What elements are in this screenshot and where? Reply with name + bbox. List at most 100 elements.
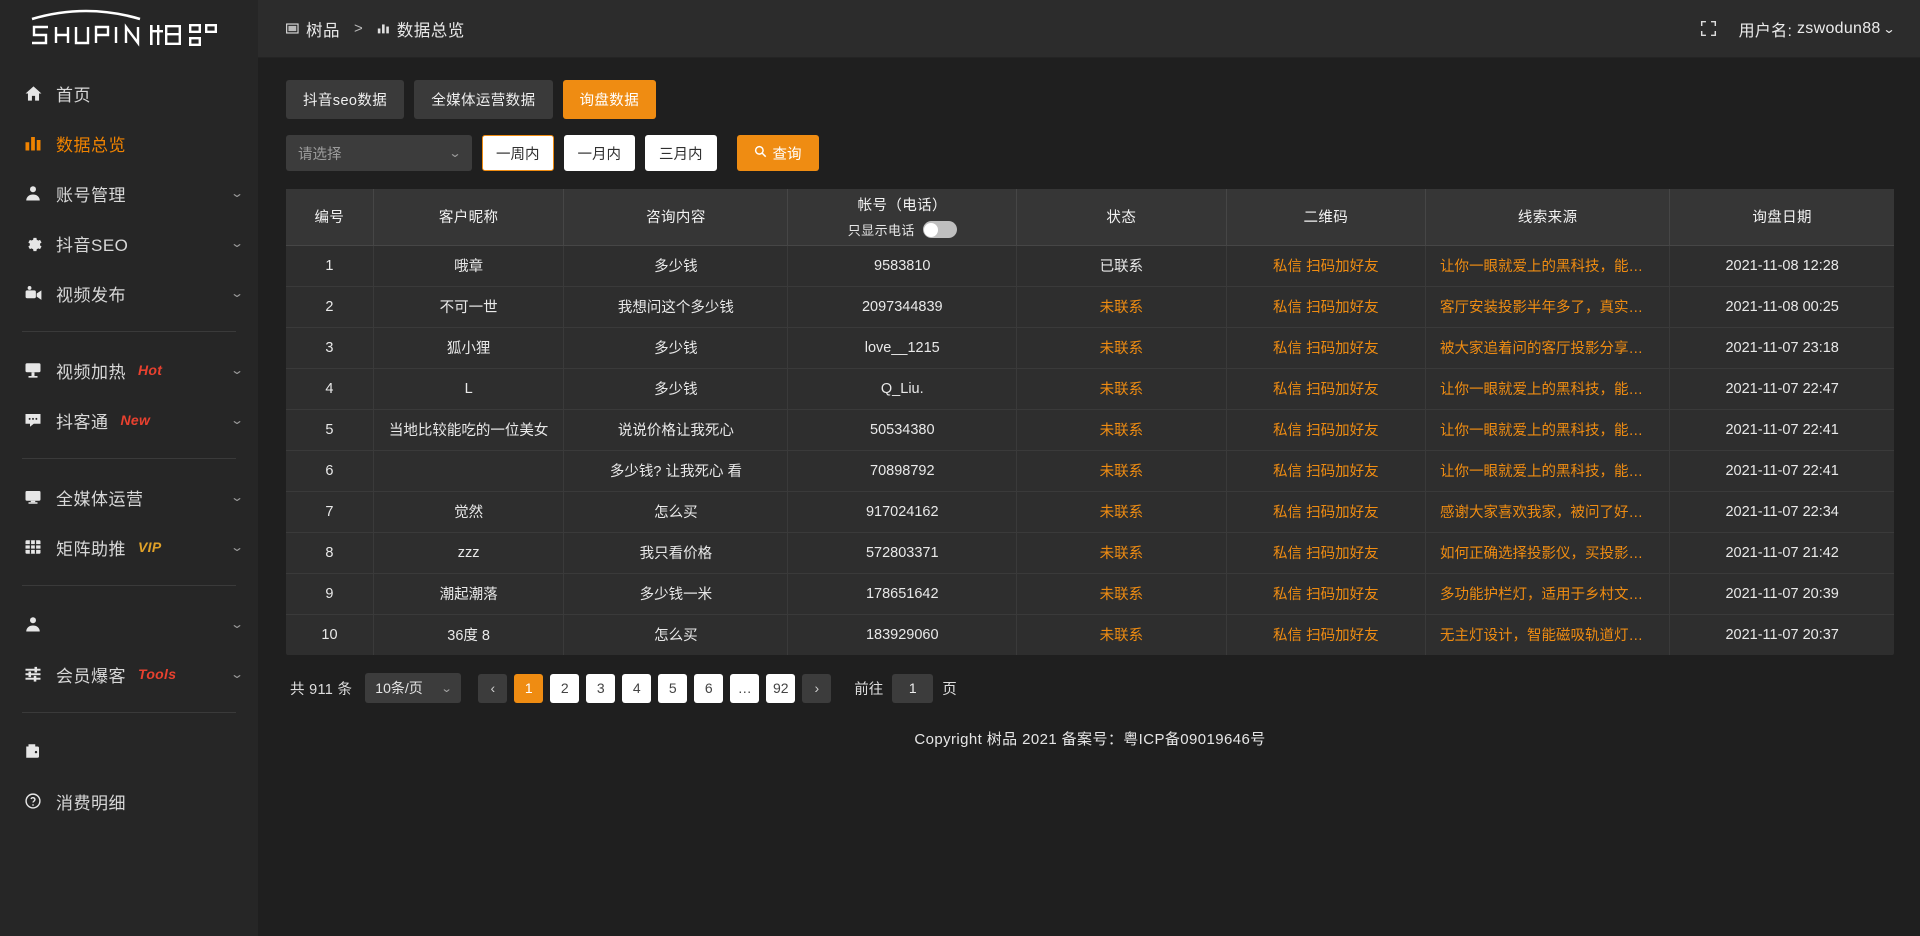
cell-inquiry: 我只看价格 — [563, 532, 789, 574]
cell-source[interactable]: 被大家追着问的客厅投影分享… — [1425, 327, 1671, 369]
page-ellipsis-button[interactable]: … — [730, 673, 760, 703]
chart-bar-icon — [22, 132, 44, 154]
chevron-down-icon: ⌄ — [440, 682, 453, 695]
monitor-icon — [22, 486, 44, 508]
tab-inquiry-data[interactable]: 询盘数据 — [562, 80, 657, 119]
cell-source[interactable]: 让你一眼就爱上的黑科技，能… — [1425, 245, 1671, 287]
col-date: 询盘日期 — [1669, 189, 1894, 246]
page-size-select[interactable]: 10条/页 ⌄ — [365, 673, 462, 703]
cell-source[interactable]: 客厅安装投影半年多了，真实… — [1425, 286, 1671, 328]
tab-omnimedia-operation-data[interactable]: 全媒体运营数据 — [414, 80, 553, 119]
prev-page-button[interactable]: ‹ — [478, 673, 508, 703]
member-icon — [22, 613, 44, 635]
search-button[interactable]: 查询 — [736, 135, 819, 171]
sidebar-item-omnimedia-operation[interactable]: 全媒体运营 ⌄ — [0, 472, 258, 522]
table-row[interactable]: 6 多少钱? 让我死心 看 70898792 未联系 私信 扫码加好友 让你一眼… — [286, 450, 1894, 492]
cell-source[interactable]: 让你一眼就爱上的黑科技，能… — [1425, 450, 1671, 492]
page-button-2[interactable]: 2 — [550, 673, 580, 703]
cell-inquiry: 怎么买 — [563, 491, 789, 533]
cell-source[interactable]: 如何正确选择投影仪，买投影… — [1425, 532, 1671, 574]
sidebar-item-label: 首页 — [56, 85, 91, 105]
sidebar-item-video-publish[interactable]: 视频发布 ⌄ — [0, 268, 258, 318]
table-row[interactable]: 2 不可一世 我想问这个多少钱 2097344839 未联系 私信 扫码加好友 … — [286, 286, 1894, 328]
brand-logo[interactable] — [0, 0, 258, 58]
cell-qrcode[interactable]: 私信 扫码加好友 — [1226, 573, 1427, 615]
tab-douyin-seo-data[interactable]: 抖音seo数据 — [286, 80, 405, 119]
cell-account: 178651642 — [787, 573, 1018, 615]
sidebar-item-home[interactable]: 首页 — [0, 68, 258, 118]
cell-qrcode[interactable]: 私信 扫码加好友 — [1226, 245, 1427, 287]
page-button-6[interactable]: 6 — [694, 673, 724, 703]
cell-qrcode[interactable]: 私信 扫码加好友 — [1226, 450, 1427, 492]
breadcrumb-root[interactable]: 树品 — [286, 17, 340, 41]
cell-nickname: 狐小狸 — [373, 327, 565, 369]
category-select[interactable]: 请选择 ⌄ — [286, 135, 472, 171]
sidebar-badge-hot: Hot — [138, 362, 163, 378]
cell-qrcode[interactable]: 私信 扫码加好友 — [1226, 286, 1427, 328]
page-button-5[interactable]: 5 — [658, 673, 688, 703]
table-row[interactable]: 10 36度 8 怎么买 183929060 未联系 私信 扫码加好友 无主灯设… — [286, 614, 1894, 655]
cell-source[interactable]: 无主灯设计，智能磁吸轨道灯… — [1425, 614, 1671, 655]
page-jump-input[interactable]: 1 — [892, 673, 934, 703]
sidebar-item-data-overview[interactable]: 数据总览 — [0, 118, 258, 168]
table-row[interactable]: 3 狐小狸 多少钱 love__1215 未联系 私信 扫码加好友 被大家追着问… — [286, 327, 1894, 369]
cell-status: 未联系 — [1016, 450, 1227, 492]
sidebar-item-operation-guide[interactable]: 消费明细 — [0, 776, 258, 826]
table-row[interactable]: 1 哦章 多少钱 9583810 已联系 私信 扫码加好友 让你一眼就爱上的黑科… — [286, 245, 1894, 287]
page-button-92[interactable]: 92 — [766, 673, 796, 703]
cell-source[interactable]: 感谢大家喜欢我家，被问了好… — [1425, 491, 1671, 533]
table-body: 1 哦章 多少钱 9583810 已联系 私信 扫码加好友 让你一眼就爱上的黑科… — [286, 245, 1894, 655]
range-button-one-month[interactable]: 一月内 — [563, 135, 635, 171]
sliders-icon — [22, 663, 44, 685]
cell-source[interactable]: 多功能护栏灯，适用于乡村文… — [1425, 573, 1671, 615]
cell-qrcode[interactable]: 私信 扫码加好友 — [1226, 491, 1427, 533]
page-jump: 前往 1 页 — [854, 673, 957, 703]
sidebar-item-lead-monitor[interactable]: 会员爆客 Tools ⌄ — [0, 649, 258, 699]
sidebar-item-douketong[interactable]: 抖客通 New ⌄ — [0, 395, 258, 445]
breadcrumb: 树品 > 数据总览 — [286, 17, 465, 41]
table-row[interactable]: 7 觉然 怎么买 917024162 未联系 私信 扫码加好友 感谢大家喜欢我家… — [286, 491, 1894, 533]
cell-date: 2021-11-07 22:34 — [1669, 491, 1894, 533]
page-buttons: ‹ 1 2 3 4 5 6 … 92 › — [478, 673, 832, 703]
sidebar-item-matrix-boost[interactable]: 矩阵助推 VIP ⌄ — [0, 522, 258, 572]
sidebar-item-label: 抖客通 — [56, 412, 109, 432]
sidebar-item-member-boost[interactable]: ⌄ — [0, 599, 258, 649]
table-row[interactable]: 4 L 多少钱 Q_Liu. 未联系 私信 扫码加好友 让你一眼就爱上的黑科技，… — [286, 368, 1894, 410]
page-size-value: 10条/页 — [375, 680, 423, 696]
range-button-three-month[interactable]: 三月内 — [645, 135, 717, 171]
table-row[interactable]: 8 zzz 我只看价格 572803371 未联系 私信 扫码加好友 如何正确选… — [286, 532, 1894, 574]
page-button-4[interactable]: 4 — [622, 673, 652, 703]
cell-qrcode[interactable]: 私信 扫码加好友 — [1226, 614, 1427, 655]
cell-no: 3 — [286, 327, 374, 369]
phone-only-toggle[interactable] — [922, 221, 957, 239]
cell-qrcode[interactable]: 私信 扫码加好友 — [1226, 327, 1427, 369]
page-button-1[interactable]: 1 — [514, 673, 544, 703]
cell-inquiry: 多少钱 — [563, 327, 789, 369]
cell-source[interactable]: 让你一眼就爱上的黑科技，能… — [1425, 368, 1671, 410]
range-button-one-week[interactable]: 一周内 — [482, 135, 554, 171]
category-select-value: 请选择 — [298, 146, 342, 163]
cell-qrcode[interactable]: 私信 扫码加好友 — [1226, 368, 1427, 410]
content-area: 抖音seo数据 全媒体运营数据 询盘数据 请选择 ⌄ 一周内 一月内 三月内 查… — [258, 58, 1920, 936]
cell-inquiry: 多少钱 — [563, 245, 789, 287]
sidebar-item-video-boost[interactable]: 视频加热 Hot ⌄ — [0, 345, 258, 395]
cell-qrcode[interactable]: 私信 扫码加好友 — [1226, 409, 1427, 451]
cell-date: 2021-11-07 20:37 — [1725, 626, 1839, 643]
cell-status: 未联系 — [1016, 573, 1227, 615]
page-button-3[interactable]: 3 — [586, 673, 616, 703]
sidebar-item-account-management[interactable]: 账号管理 ⌄ — [0, 168, 258, 218]
cell-qrcode[interactable]: 私信 扫码加好友 — [1226, 532, 1427, 574]
page-jump-label: 前往 — [854, 681, 884, 698]
fullscreen-icon[interactable] — [1700, 20, 1717, 37]
search-icon — [754, 145, 767, 162]
cell-account: love__1215 — [787, 327, 1018, 369]
table-header-row: 编号 客户昵称 咨询内容 帐号（电话） 只显示电话 — [286, 189, 1894, 246]
cell-date: 2021-11-07 22:41 — [1669, 409, 1894, 451]
user-menu[interactable]: 用户名: zswodun88 ⌄ — [1739, 17, 1896, 41]
table-row[interactable]: 9 潮起潮落 多少钱一米 178651642 未联系 私信 扫码加好友 多功能护… — [286, 573, 1894, 615]
table-row[interactable]: 5 当地比较能吃的一位美女 说说价格让我死心 50534380 未联系 私信 扫… — [286, 409, 1894, 451]
cell-source[interactable]: 让你一眼就爱上的黑科技，能… — [1425, 409, 1671, 451]
sidebar-item-douyin-seo[interactable]: 抖音SEO ⌄ — [0, 218, 258, 268]
sidebar-item-consumption-detail[interactable] — [0, 726, 258, 776]
next-page-button[interactable]: › — [802, 673, 832, 703]
